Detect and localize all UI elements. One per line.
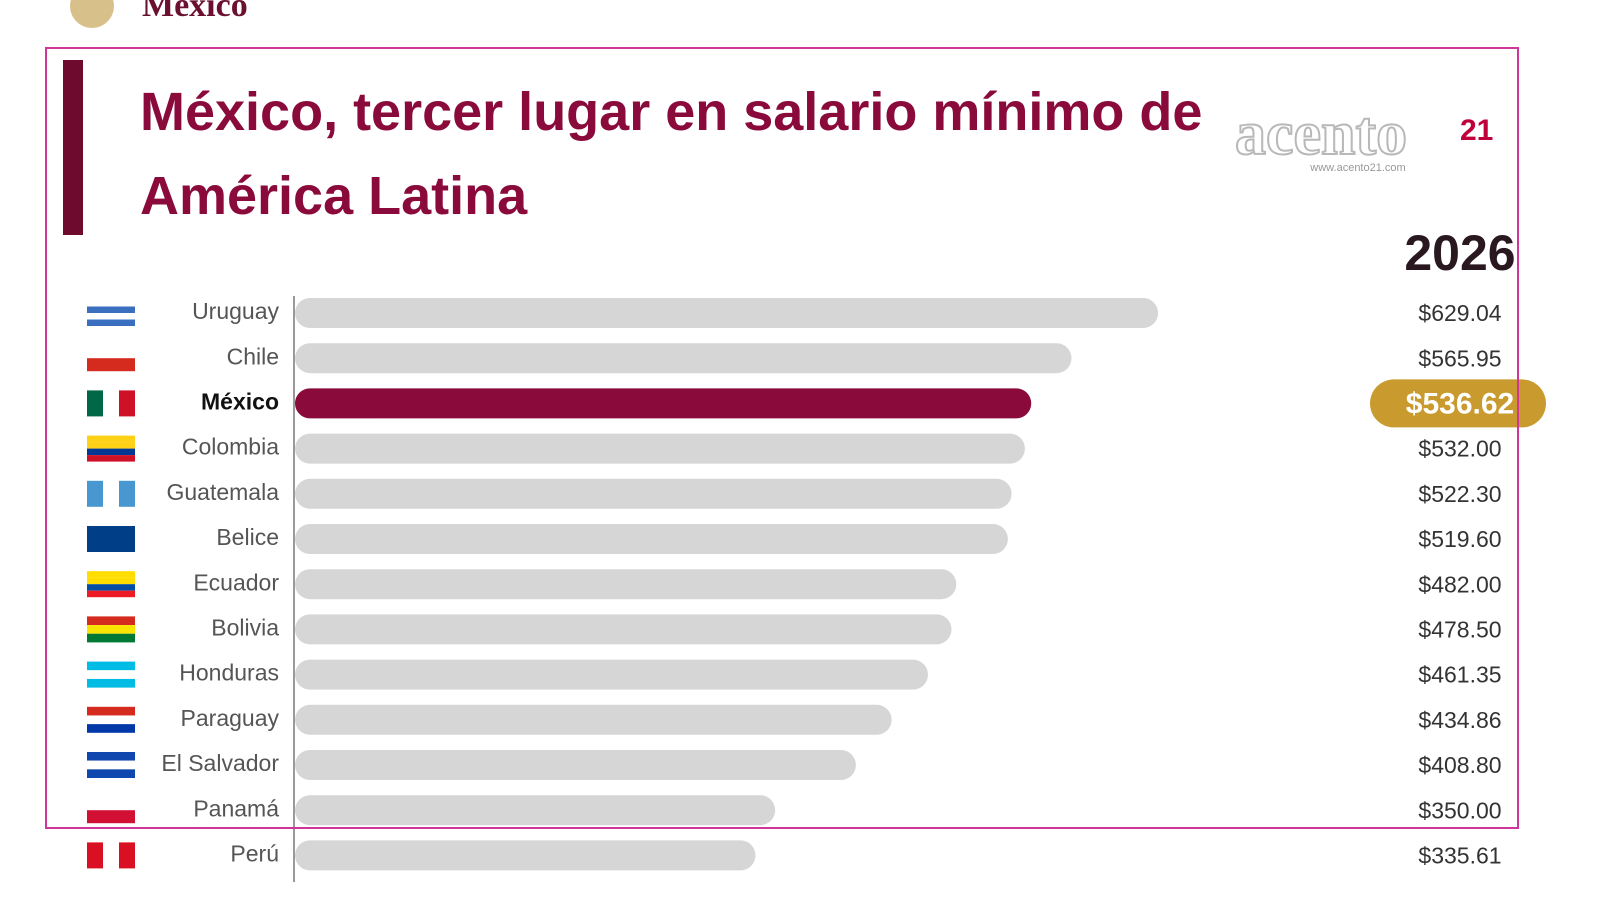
flag-stripe	[87, 706, 135, 716]
flag-stripe	[87, 448, 135, 456]
value-label: $532.00	[1418, 436, 1501, 462]
category-label: Guatemala	[166, 479, 279, 505]
flag-stripe	[119, 842, 135, 869]
title-box: México, tercer lugar en salario mínimo d…	[140, 82, 1203, 226]
flag-stripe	[103, 480, 119, 507]
flag-stripe	[87, 526, 135, 539]
category-label: El Salvador	[161, 750, 279, 776]
bar	[295, 795, 776, 826]
category-label: México	[201, 388, 279, 414]
bar	[295, 659, 928, 690]
flag-stripe	[87, 797, 135, 811]
flag-stripe	[87, 752, 135, 761]
bar	[295, 388, 1032, 419]
watermark-number: 21	[1460, 114, 1493, 147]
bar	[295, 433, 1025, 464]
flag-stripe	[87, 300, 135, 307]
flag-stripe	[87, 810, 135, 824]
category-label: Colombia	[182, 434, 279, 460]
flag-stripe	[87, 590, 135, 598]
flag-stripe	[103, 390, 119, 417]
flag-stripe	[87, 625, 135, 634]
bar	[295, 614, 952, 645]
flag-stripe	[87, 442, 135, 449]
flag-stripe	[119, 480, 135, 507]
flag-stripe	[87, 584, 135, 591]
category-label: Ecuador	[193, 569, 279, 595]
flag-stripe	[87, 670, 135, 679]
value-label: $350.00	[1418, 797, 1501, 823]
category-label: Chile	[227, 343, 279, 369]
flag-stripe	[87, 358, 135, 372]
flag-stripe	[87, 390, 103, 417]
value-label: $461.35	[1418, 662, 1501, 688]
flag-stripe	[87, 319, 135, 326]
flag-stripe	[87, 616, 135, 626]
column-header: 2026	[1404, 225, 1515, 281]
category-label: Uruguay	[192, 298, 279, 324]
header-text: México	[142, 0, 248, 24]
bar	[295, 569, 957, 600]
flag-stripe	[87, 435, 135, 443]
value-label: $335.61	[1418, 842, 1501, 868]
flag-stripe	[87, 678, 135, 688]
bar	[295, 343, 1072, 374]
category-label: Panamá	[193, 795, 279, 821]
flag-stripe	[87, 539, 135, 552]
bar	[295, 478, 1012, 509]
value-label: $519.60	[1418, 526, 1501, 552]
flag-stripe	[87, 724, 135, 733]
value-label: $522.30	[1418, 481, 1501, 507]
value-label: $536.62	[1406, 387, 1514, 420]
flag-stripe	[87, 715, 135, 725]
bar	[295, 524, 1008, 554]
value-label: $478.50	[1418, 616, 1501, 642]
watermark-name: acento	[1235, 100, 1407, 168]
value-label: $565.95	[1418, 345, 1501, 371]
value-label: $482.00	[1418, 571, 1501, 597]
value-label: $434.86	[1418, 707, 1501, 733]
flag-stripe	[87, 455, 135, 462]
chart-title: México, tercer lugar en salario mínimo d…	[140, 82, 1203, 226]
bar	[295, 298, 1159, 328]
logo-emblem	[70, 0, 114, 28]
flag-stripe	[87, 571, 135, 578]
bar	[295, 840, 756, 871]
category-label: Bolivia	[211, 614, 279, 640]
flag-stripe	[87, 842, 103, 869]
flag-stripe	[87, 633, 135, 643]
value-badge	[1370, 379, 1546, 428]
flag-stripe	[87, 577, 135, 585]
flag-stripe	[87, 480, 103, 507]
category-label: Belice	[216, 524, 279, 550]
bar	[295, 704, 892, 735]
flag-stripe	[87, 345, 135, 359]
flag-stripe	[87, 760, 135, 770]
flag-stripe	[103, 842, 119, 869]
flag-stripe	[87, 661, 135, 671]
category-label: Paraguay	[181, 705, 280, 731]
category-label: Honduras	[179, 660, 279, 686]
category-label: Perú	[230, 840, 279, 866]
overlay-frame	[45, 47, 1519, 829]
title-accent	[63, 60, 83, 235]
flag-stripe	[87, 306, 135, 313]
value-label: $629.04	[1418, 300, 1501, 326]
watermark-url: www.acento21.com	[1309, 162, 1405, 174]
bar	[295, 750, 856, 780]
flag-stripe	[87, 769, 135, 778]
flag-stripe	[119, 390, 135, 417]
value-label: $408.80	[1418, 752, 1501, 778]
flag-stripe	[87, 313, 135, 320]
